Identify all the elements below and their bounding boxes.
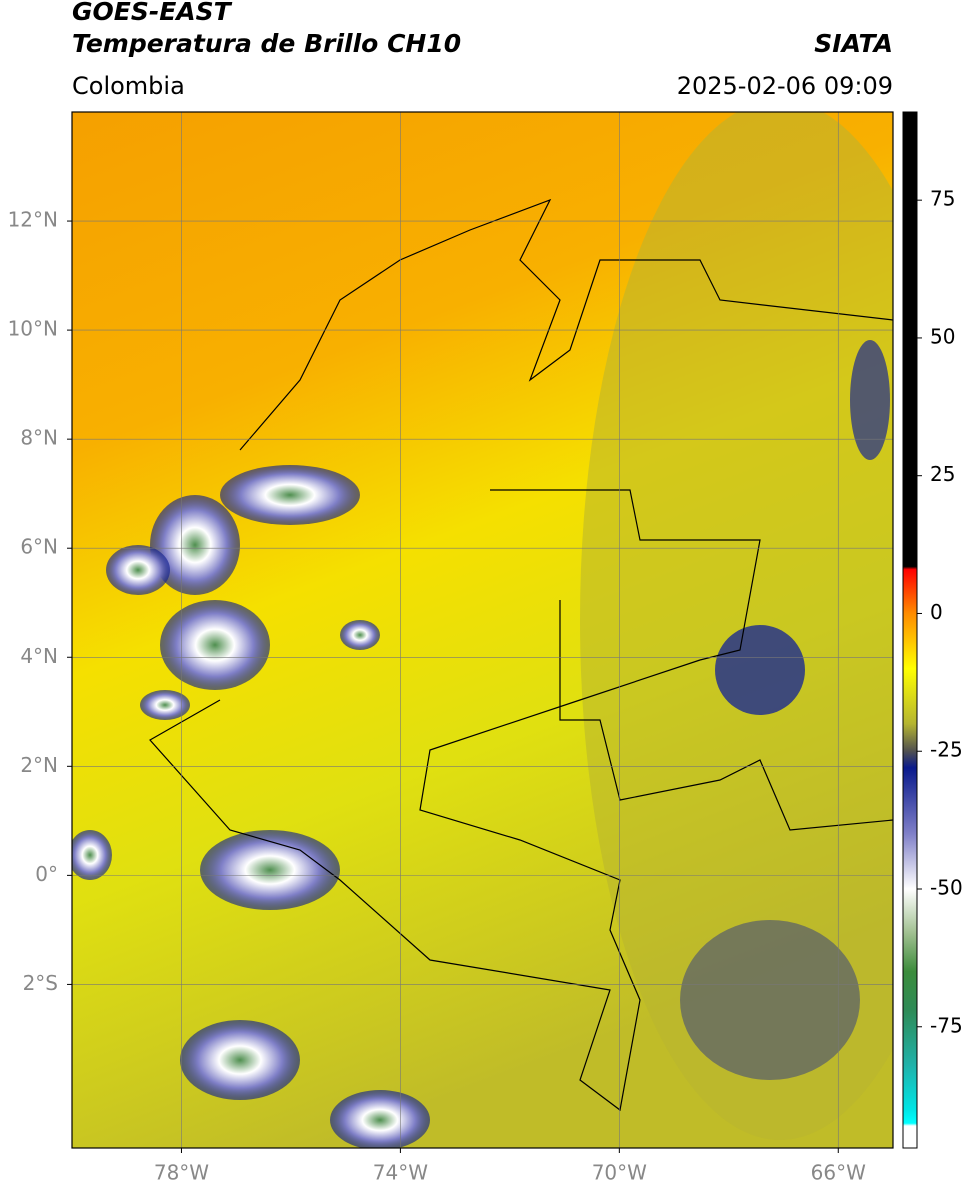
subtitle: Temperatura de Brillo CH10: [72, 29, 461, 58]
lon-tick-label: 78°W: [154, 1161, 209, 1185]
lon-tick-label: 66°W: [811, 1161, 866, 1185]
lat-tick-label: 2°N: [20, 753, 58, 777]
lat-tick-label: 0°: [35, 862, 58, 886]
colorbar-tick-label: 25: [930, 462, 955, 486]
lon-tick-label: 70°W: [592, 1161, 647, 1185]
land-shade: [580, 112, 893, 1140]
map-image: [72, 112, 893, 1148]
map-frame: [71, 111, 894, 1149]
clouds: [72, 340, 890, 1148]
region: Colombia: [72, 72, 185, 100]
lat-tick-label: 4°N: [20, 644, 58, 668]
grid: [72, 112, 893, 1148]
colorbar-tick-label: 50: [930, 324, 955, 348]
lat-tick-label: 2°S: [23, 971, 58, 995]
colorbar: [902, 111, 918, 1149]
colorbar-tick-label: 75: [930, 187, 955, 211]
lat-tick-label: 10°N: [8, 317, 58, 341]
lat-tick-label: 12°N: [8, 208, 58, 232]
lat-tick-label: 6°N: [20, 535, 58, 559]
title: GOES-EAST: [72, 0, 233, 26]
borders: [149, 198, 893, 1112]
source: SIATA: [814, 29, 893, 58]
colorbar-tick-label: -75: [930, 1013, 963, 1037]
colorbar-tick-label: -50: [930, 876, 963, 900]
lat-tick-label: 8°N: [20, 426, 58, 450]
colorbar-tick-label: 0: [930, 600, 943, 624]
colorbar-tick-label: -25: [930, 738, 963, 762]
datetime: 2025-02-06 09:09: [677, 72, 893, 100]
lon-tick-label: 74°W: [373, 1161, 428, 1185]
